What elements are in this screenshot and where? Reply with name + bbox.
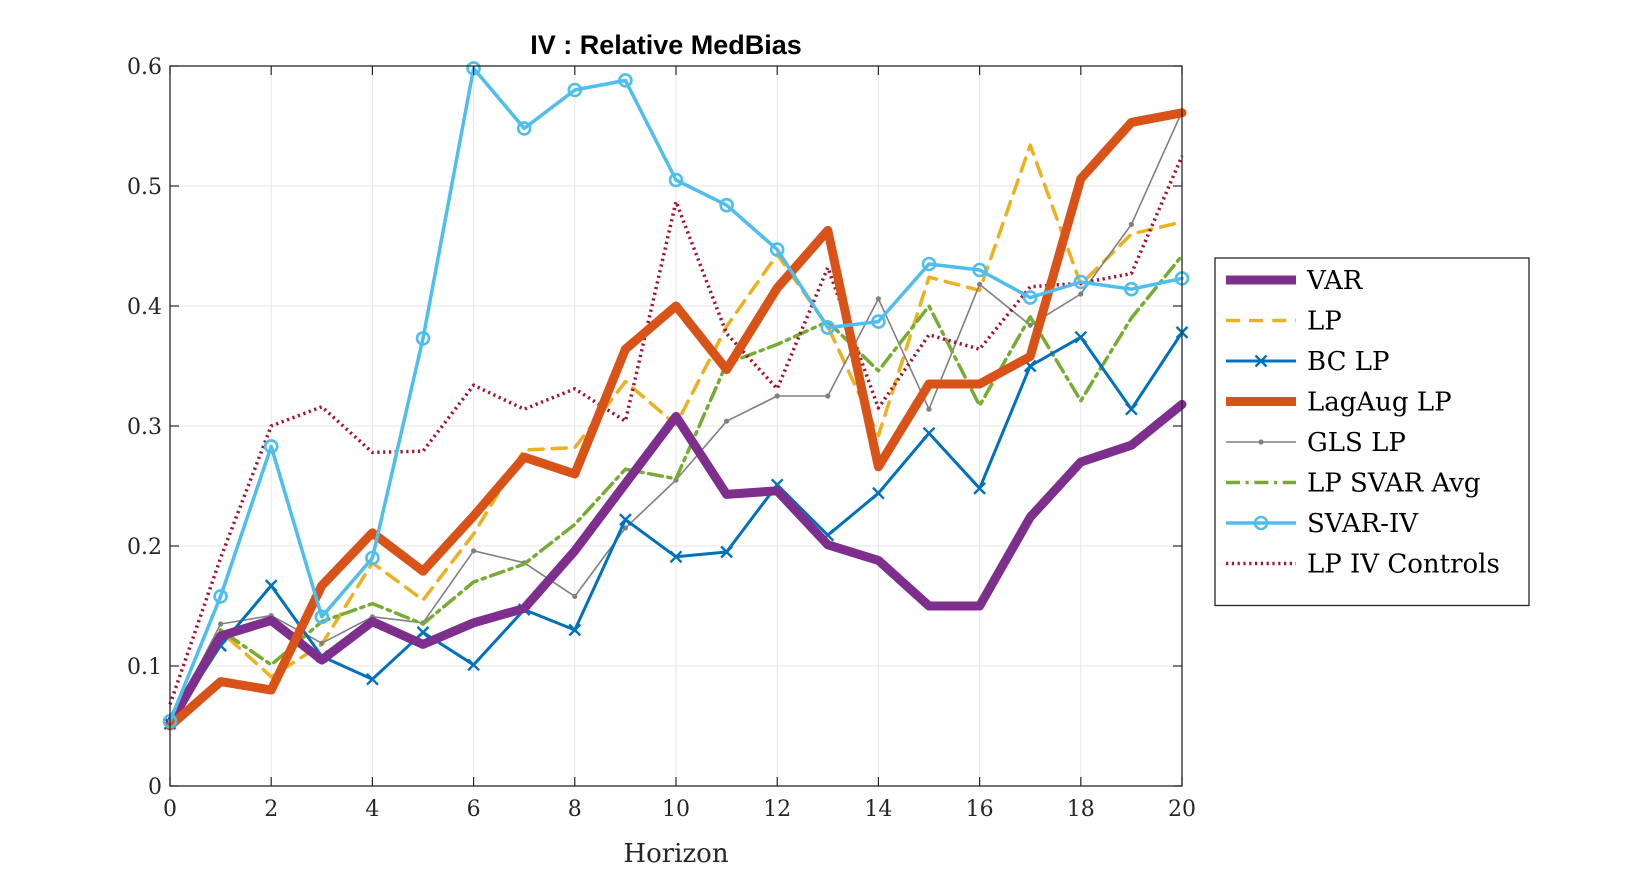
data-point (319, 640, 325, 646)
data-point (218, 621, 224, 627)
data-point (568, 623, 582, 637)
x-tick-label: 8 (568, 797, 582, 822)
legend-label: LagAug LP (1307, 388, 1452, 418)
data-point (825, 393, 831, 399)
data-point (871, 314, 886, 329)
data-point (1027, 322, 1033, 328)
data-point (366, 672, 379, 686)
data-point (669, 550, 683, 564)
x-tick-label: 18 (1067, 797, 1095, 822)
series-lp-iv-controls (168, 155, 1184, 705)
data-point (872, 486, 885, 500)
data-point (977, 281, 983, 287)
y-tick-label: 0.1 (127, 655, 162, 680)
series-var (165, 399, 1187, 729)
y-tick-label: 0.5 (127, 175, 162, 200)
data-point (572, 593, 578, 600)
series-line (168, 143, 1184, 725)
x-tick-label: 14 (864, 797, 892, 822)
legend-label: LP IV Controls (1307, 550, 1500, 580)
data-point (416, 626, 430, 639)
legend-label: LP (1307, 307, 1342, 337)
legend-marker (1254, 354, 1268, 368)
data-point (619, 513, 632, 526)
y-tick-label: 0 (148, 775, 162, 800)
data-point (618, 73, 633, 88)
x-tick-label: 10 (662, 797, 690, 822)
data-point (213, 589, 228, 604)
y-tick-label: 0.6 (127, 55, 162, 80)
data-point (1022, 290, 1038, 305)
series-line (165, 399, 1187, 729)
y-tick-label: 0.2 (127, 535, 162, 560)
legend-label: LP SVAR Avg (1307, 469, 1481, 499)
legend-label: BC LP (1307, 347, 1390, 377)
data-point (668, 172, 684, 188)
series-line (168, 155, 1184, 705)
series-lagaug-lp (165, 108, 1187, 731)
data-point (921, 256, 937, 272)
legend-box (1214, 257, 1530, 607)
data-point (365, 550, 380, 566)
plot-area (162, 61, 1190, 731)
legend-marker (1253, 515, 1269, 531)
data-point (926, 406, 932, 412)
data-point (774, 393, 780, 399)
data-point (875, 296, 882, 302)
x-tick-label: 16 (966, 797, 994, 822)
y-tick-label: 0.4 (127, 295, 162, 320)
data-point (769, 242, 785, 257)
series-lp-svar-avg (168, 253, 1184, 725)
data-point (263, 439, 279, 454)
legend: VAR LP BC LP LagAug LP GLS LP LP SVAR Avg SVAR… (1214, 257, 1530, 607)
series-lp (168, 143, 1184, 725)
y-tick-label: 0.3 (127, 415, 162, 440)
series-line (168, 253, 1184, 725)
ticks: 0 2 4 6 8 10 12 14 16 18 20 0 0.1 0.2 0.3 0.4 0.5 0.6 (127, 55, 1196, 822)
data-point (1125, 402, 1138, 416)
x-tick-label: 0 (163, 797, 177, 822)
data-point (567, 82, 583, 98)
data-point (314, 609, 330, 625)
legend-label: SVAR-IV (1307, 509, 1419, 539)
data-point (516, 121, 532, 136)
data-point (471, 548, 477, 554)
x-tick-label: 12 (763, 797, 791, 822)
x-axis-label: Horizon (623, 839, 728, 869)
data-point (973, 482, 986, 495)
data-point (1073, 274, 1089, 290)
x-tick-label: 6 (467, 797, 481, 822)
data-point (1124, 281, 1139, 297)
legend-label: GLS LP (1307, 428, 1406, 458)
x-tick-label: 2 (264, 797, 278, 822)
x-tick-label: 20 (1168, 797, 1196, 822)
series-line (168, 66, 1184, 723)
data-point (622, 525, 629, 531)
data-point (1128, 221, 1134, 227)
legend-marker (1258, 439, 1264, 445)
data-point (922, 426, 936, 440)
data-point (1074, 330, 1088, 344)
legend-label: VAR (1306, 266, 1364, 296)
data-point (719, 197, 734, 213)
chart-title: IV : Relative MedBias (530, 30, 802, 60)
data-point (264, 579, 278, 592)
x-tick-label: 4 (365, 797, 379, 822)
data-point (724, 418, 730, 424)
series-line (165, 108, 1187, 731)
data-point (1078, 291, 1084, 297)
data-point (972, 262, 987, 278)
data-point (720, 545, 733, 559)
data-point (820, 320, 836, 335)
data-point (467, 658, 480, 672)
data-point (415, 331, 431, 346)
